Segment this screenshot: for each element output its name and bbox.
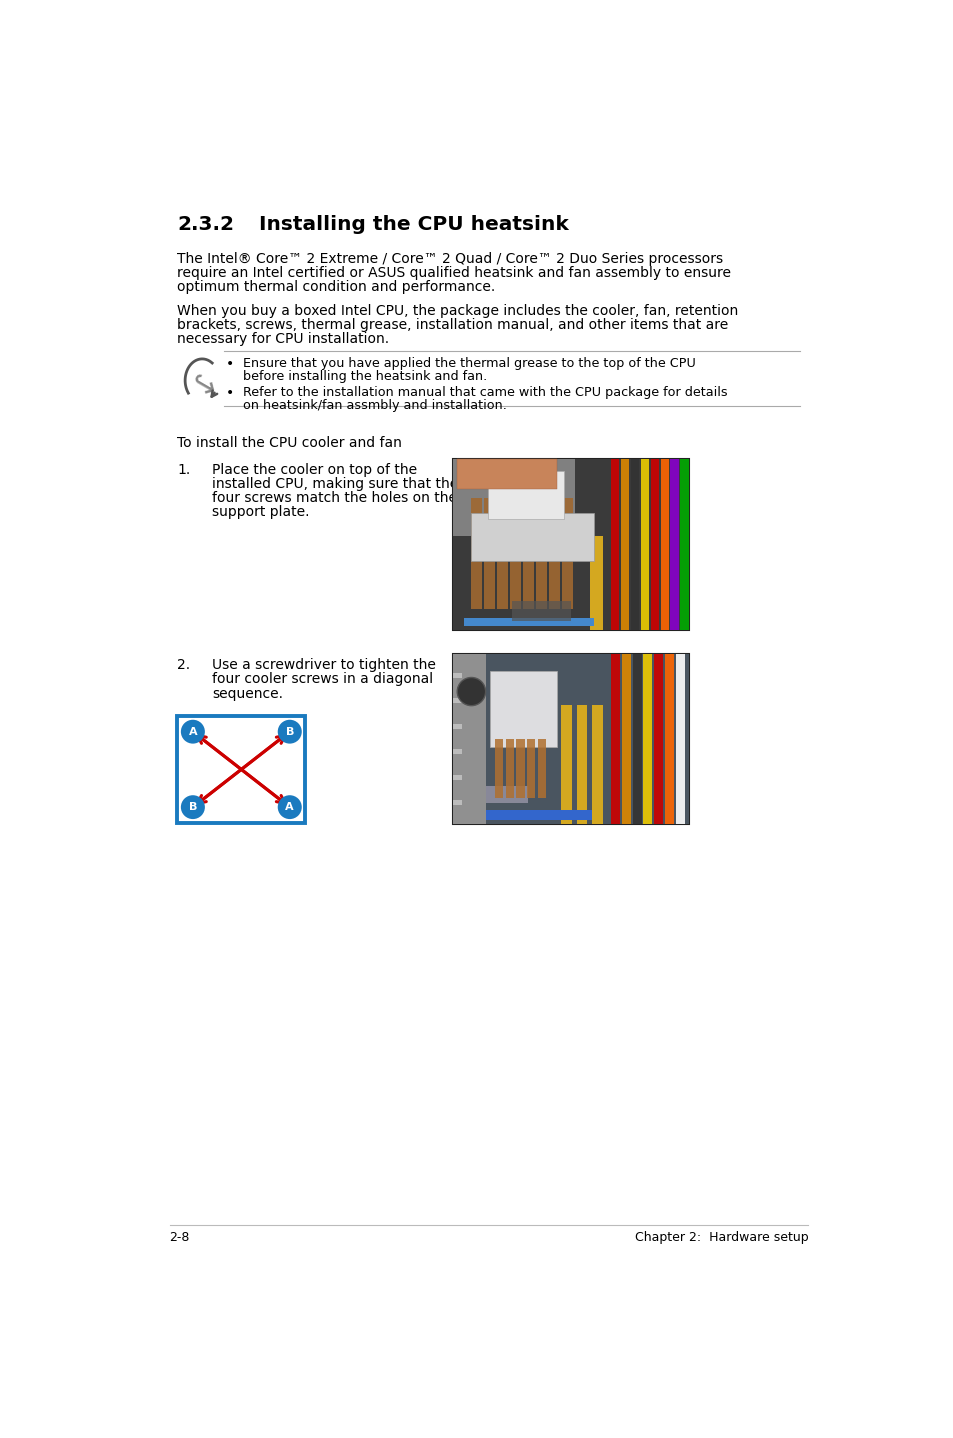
Circle shape (277, 720, 301, 743)
Text: on heatsink/fan assmbly and installation.: on heatsink/fan assmbly and installation… (243, 400, 507, 413)
Text: optimum thermal condition and performance.: optimum thermal condition and performanc… (177, 280, 496, 295)
Bar (452, 723, 461, 729)
Bar (456, 459, 556, 489)
Bar (452, 654, 688, 824)
Text: 2.3.2: 2.3.2 (177, 214, 234, 234)
Bar (510, 498, 520, 610)
Bar (536, 498, 546, 610)
Text: four screws match the holes on the: four screws match the holes on the (212, 490, 456, 505)
Bar (621, 654, 630, 824)
Text: four cooler screws in a diagonal: four cooler screws in a diagonal (212, 673, 433, 686)
Text: To install the CPU cooler and fan: To install the CPU cooler and fan (177, 436, 402, 450)
Text: sequence.: sequence. (212, 686, 283, 700)
Text: ↪: ↪ (184, 367, 220, 406)
Bar (452, 699, 461, 703)
Bar (654, 654, 662, 824)
Text: •: • (225, 358, 233, 371)
Bar (497, 498, 508, 610)
Bar (589, 535, 602, 630)
Bar (471, 498, 481, 610)
Text: Place the cooler on top of the: Place the cooler on top of the (212, 463, 417, 476)
Circle shape (277, 795, 301, 820)
Text: before installing the heatsink and fan.: before installing the heatsink and fan. (243, 371, 487, 384)
Text: 2-8: 2-8 (170, 1231, 190, 1244)
Text: A: A (189, 726, 197, 736)
Bar (643, 654, 652, 824)
Bar (471, 513, 594, 561)
Bar (487, 470, 563, 519)
Bar (526, 739, 535, 798)
Bar (632, 654, 641, 824)
Text: installed CPU, making sure that the: installed CPU, making sure that the (212, 477, 458, 490)
Bar (670, 459, 679, 630)
Text: Chapter 2:  Hardware setup: Chapter 2: Hardware setup (634, 1231, 807, 1244)
Bar (562, 498, 573, 610)
Text: necessary for CPU installation.: necessary for CPU installation. (177, 332, 389, 347)
Bar (576, 705, 587, 824)
Bar (650, 459, 659, 630)
Text: The Intel® Core™ 2 Extreme / Core™ 2 Quad / Core™ 2 Duo Series processors: The Intel® Core™ 2 Extreme / Core™ 2 Qua… (177, 252, 722, 266)
Bar (452, 654, 485, 824)
Bar (640, 459, 648, 630)
Text: Installing the CPU heatsink: Installing the CPU heatsink (258, 214, 568, 234)
Text: require an Intel certified or ASUS qualified heatsink and fan assembly to ensure: require an Intel certified or ASUS quali… (177, 266, 731, 280)
Text: brackets, screws, thermal grease, installation manual, and other items that are: brackets, screws, thermal grease, instal… (177, 318, 728, 332)
Bar (464, 618, 594, 626)
Bar (659, 459, 668, 630)
Bar (537, 739, 545, 798)
Text: When you buy a boxed Intel CPU, the package includes the cooler, fan, retention: When you buy a boxed Intel CPU, the pack… (177, 303, 738, 318)
Circle shape (181, 720, 205, 743)
Bar (523, 498, 534, 610)
Bar (495, 739, 503, 798)
Circle shape (456, 677, 485, 706)
Bar (490, 672, 556, 748)
Text: Refer to the installation manual that came with the CPU package for details: Refer to the installation manual that ca… (243, 387, 727, 400)
Bar (452, 775, 461, 779)
Bar (592, 705, 602, 824)
Text: Ensure that you have applied the thermal grease to the top of the CPU: Ensure that you have applied the thermal… (243, 358, 696, 371)
Text: A: A (285, 802, 294, 812)
Text: 2.: 2. (177, 659, 191, 672)
Text: B: B (285, 726, 294, 736)
Bar (620, 459, 629, 630)
Bar (452, 459, 688, 630)
Bar (505, 739, 514, 798)
Bar (452, 459, 575, 535)
Bar (177, 716, 305, 823)
Bar (511, 601, 570, 621)
Bar (485, 810, 592, 820)
Bar (679, 459, 688, 630)
Bar (630, 459, 639, 630)
Bar (452, 749, 461, 755)
Bar (610, 654, 619, 824)
Bar (549, 498, 559, 610)
Bar (452, 459, 688, 630)
Text: support plate.: support plate. (212, 505, 310, 519)
Bar (676, 654, 684, 824)
Bar (452, 654, 688, 824)
Bar (452, 800, 461, 805)
Bar (452, 673, 461, 679)
Bar (516, 739, 524, 798)
Bar (560, 705, 571, 824)
Bar (610, 459, 618, 630)
Text: •: • (225, 387, 233, 400)
Text: B: B (189, 802, 197, 812)
Text: Use a screwdriver to tighten the: Use a screwdriver to tighten the (212, 659, 436, 672)
Bar (664, 654, 674, 824)
Circle shape (181, 795, 205, 820)
Bar (485, 787, 528, 804)
Bar (484, 498, 495, 610)
Text: 1.: 1. (177, 463, 191, 476)
